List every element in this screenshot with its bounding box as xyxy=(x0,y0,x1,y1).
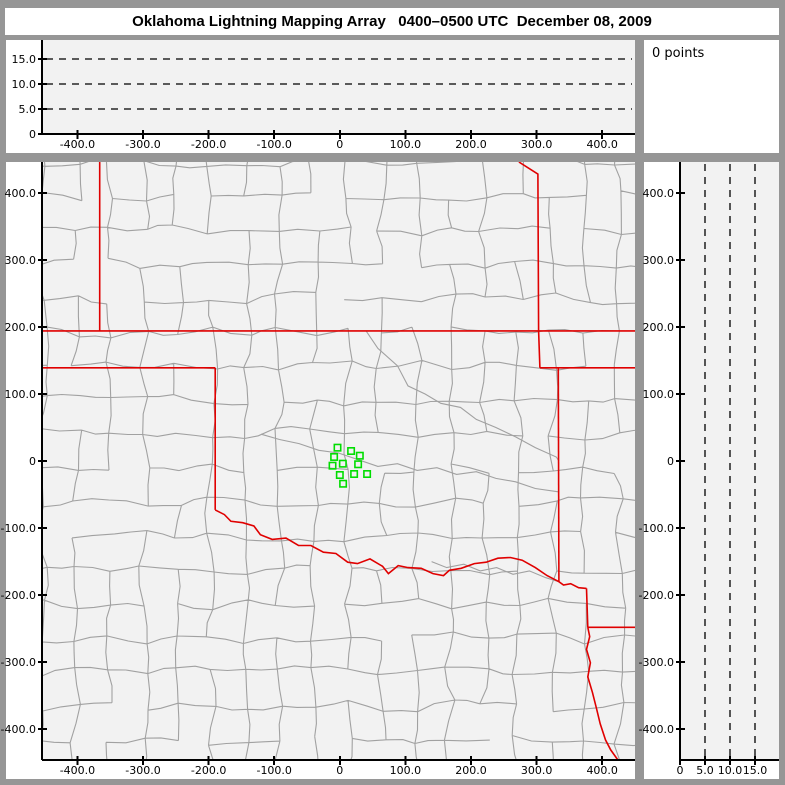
points-count-panel: 0 points xyxy=(644,40,779,153)
lma-station-marker xyxy=(355,451,364,460)
map-y-tick-label: 100.0 xyxy=(5,388,37,401)
top-altitude-dashed-gridlines xyxy=(46,58,632,110)
top-altitude-x-tick-label: 200.0 xyxy=(455,138,487,151)
lma-station-marker xyxy=(339,479,348,488)
map-y-tick-label: -300.0 xyxy=(1,656,36,669)
lma-station-marker xyxy=(328,461,337,470)
map-x-tick-label: 100.0 xyxy=(390,764,422,777)
title-bar: Oklahoma Lightning Mapping Array 0400–05… xyxy=(5,8,779,35)
right-altitude-y-tick-label: 200.0 xyxy=(643,321,675,334)
lma-station-marker xyxy=(338,459,347,468)
top-altitude-x-tick-label: -100.0 xyxy=(256,138,291,151)
state-border-line xyxy=(585,627,619,760)
lma-station-marker xyxy=(333,443,342,452)
map-y-tick-label: -100.0 xyxy=(1,522,36,535)
top-altitude-y-tick-label: 10.0 xyxy=(12,78,37,91)
top-altitude-x-tick-label: -300.0 xyxy=(125,138,160,151)
lma-station-marker xyxy=(354,460,363,469)
altitude-vs-northsouth-panel[interactable]: 0 5.0 10.0 15.0 400.0 300.0 200.0 100.0 0 -100.0 -… xyxy=(639,162,779,779)
page-title: Oklahoma Lightning Mapping Array 0400–05… xyxy=(132,13,652,30)
right-altitude-tick-labels: 0 5.0 10.0 15.0 400.0 300.0 200.0 100.0 0 -100.0 -… xyxy=(639,187,768,777)
top-altitude-x-tick-label: 300.0 xyxy=(521,138,553,151)
top-altitude-x-tick-label: 400.0 xyxy=(586,138,618,151)
map-y-tick-label: 400.0 xyxy=(5,187,37,200)
state-border-line xyxy=(214,509,587,590)
top-altitude-x-tick-label: -200.0 xyxy=(191,138,226,151)
map-x-tick-label: 200.0 xyxy=(455,764,487,777)
top-altitude-y-tick-label: 5.0 xyxy=(19,103,37,116)
right-altitude-y-tick-label: 300.0 xyxy=(643,254,675,267)
map-svg: -400.0 -300.0 -200.0 -100.0 0 100.0 200.0 300.0… xyxy=(1,162,635,777)
map-y-tick-label: -400.0 xyxy=(1,723,36,736)
top-altitude-x-tick-label: -400.0 xyxy=(60,138,95,151)
right-altitude-y-tick-label: -200.0 xyxy=(639,589,674,602)
right-altitude-y-tick-label: -100.0 xyxy=(639,522,674,535)
top-altitude-y-tick-label: 0 xyxy=(29,128,36,141)
map-x-tick-label: 0 xyxy=(336,764,343,777)
right-altitude-svg: 0 5.0 10.0 15.0 400.0 300.0 200.0 100.0 0 -100.0 -… xyxy=(639,162,779,777)
map-x-tick-label: 300.0 xyxy=(521,764,553,777)
top-altitude-plot-area[interactable] xyxy=(42,40,635,134)
right-altitude-y-tick-label: -400.0 xyxy=(639,723,674,736)
lma-station-marker xyxy=(347,447,356,456)
right-altitude-y-tick-label: -300.0 xyxy=(639,656,674,669)
right-altitude-y-tick-label: 100.0 xyxy=(643,388,675,401)
map-x-tick-label: -200.0 xyxy=(191,764,226,777)
right-altitude-x-tick-label: 0 xyxy=(677,764,684,777)
county-boundaries xyxy=(42,162,635,760)
river-line xyxy=(260,433,559,493)
top-altitude-tick-labels: -400.0 -300.0 -200.0 -100.0 0 100.0 200.0 300.0… xyxy=(12,53,618,151)
map-x-tick-label: -400.0 xyxy=(60,764,95,777)
state-border-line xyxy=(557,367,560,582)
map-plot-area[interactable] xyxy=(42,162,635,760)
lma-station-marker xyxy=(330,452,339,461)
map-y-tick-label: 0 xyxy=(29,455,36,468)
state-border-line xyxy=(518,162,541,368)
map-y-tick-label: 300.0 xyxy=(5,254,37,267)
map-x-tick-label: 400.0 xyxy=(586,764,618,777)
right-altitude-x-tick-label: 10.0 xyxy=(718,764,743,777)
lma-station-marker xyxy=(363,470,372,479)
map-x-tick-label: -100.0 xyxy=(256,764,291,777)
right-altitude-x-tick-label: 5.0 xyxy=(696,764,714,777)
plan-view-map-panel[interactable]: -400.0 -300.0 -200.0 -100.0 0 100.0 200.0 300.0… xyxy=(1,162,635,779)
right-altitude-y-tick-label: 400.0 xyxy=(643,187,675,200)
right-altitude-plot-area[interactable] xyxy=(680,162,779,760)
top-altitude-y-tick-label: 15.0 xyxy=(12,53,37,66)
map-y-tick-label: 200.0 xyxy=(5,321,37,334)
state-border-line xyxy=(585,588,589,628)
right-altitude-x-tick-label: 15.0 xyxy=(743,764,768,777)
river-line xyxy=(365,330,560,462)
map-y-tick-label: -200.0 xyxy=(1,589,36,602)
top-altitude-x-tick-label: 100.0 xyxy=(390,138,422,151)
lma-station-marker xyxy=(335,471,344,480)
map-layers xyxy=(42,162,635,760)
map-tick-labels: -400.0 -300.0 -200.0 -100.0 0 100.0 200.0 300.0… xyxy=(1,187,618,777)
lma-station-marker xyxy=(350,470,359,479)
top-altitude-x-tick-label: 0 xyxy=(336,138,343,151)
altitude-vs-eastwest-panel[interactable]: -400.0 -300.0 -200.0 -100.0 0 100.0 200.0 300.0… xyxy=(6,40,635,153)
top-altitude-svg: -400.0 -300.0 -200.0 -100.0 0 100.0 200.0 300.0… xyxy=(12,40,635,151)
points-count-label: 0 points xyxy=(652,46,705,61)
right-altitude-y-tick-label: 0 xyxy=(667,455,674,468)
river-line xyxy=(431,561,560,583)
map-x-tick-label: -300.0 xyxy=(125,764,160,777)
right-altitude-dashed-gridlines xyxy=(704,164,756,757)
